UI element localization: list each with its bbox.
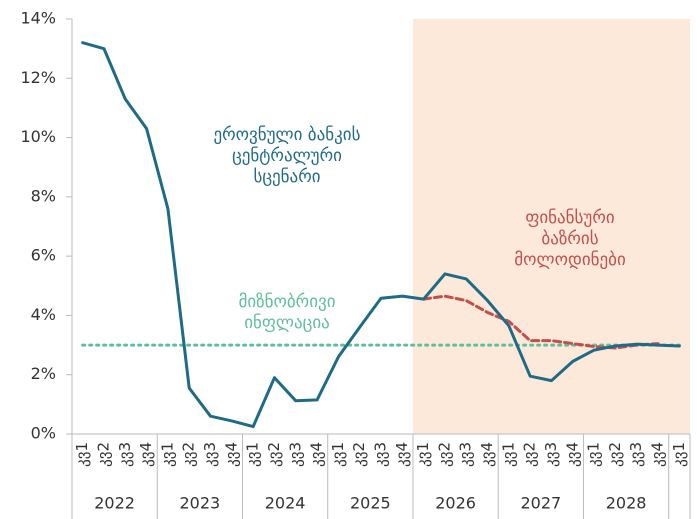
y-tick-label: 4% xyxy=(31,305,56,324)
y-tick-label: 2% xyxy=(31,364,56,383)
x-tick-label: კვ3 xyxy=(627,442,645,467)
annotation: ეროვნული ბანკის xyxy=(214,125,361,145)
x-tick-label: კვ4 xyxy=(563,442,581,467)
x-tick-label: კვ1 xyxy=(329,442,347,467)
x-tick-label: კვ3 xyxy=(372,442,390,467)
x-tick-label: კვ2 xyxy=(521,442,539,467)
annotation: ბაზრის xyxy=(541,229,598,249)
x-tick-label: კვ2 xyxy=(435,442,453,467)
series-line xyxy=(422,294,660,350)
annotation: ცენტრალური xyxy=(232,146,342,166)
y-tick-label: 14% xyxy=(20,9,56,28)
x-tick-label: კვ3 xyxy=(201,442,219,467)
x-tick-label: კვ2 xyxy=(94,442,112,467)
x-tick-label: კვ1 xyxy=(244,442,262,467)
y-tick-label: 8% xyxy=(31,186,56,205)
x-tick-label: კვ3 xyxy=(542,442,560,467)
x-tick-label: კვ2 xyxy=(350,442,368,467)
x-tick-label: კვ4 xyxy=(308,442,326,467)
forecast-area xyxy=(412,19,690,434)
x-tick-label: კვ3 xyxy=(116,442,134,467)
x-tick-label: კვ3 xyxy=(457,442,475,467)
annotation: ინფლაცია xyxy=(244,313,330,333)
year-label: 2025 xyxy=(350,494,391,513)
year-label: 2026 xyxy=(435,494,476,513)
x-tick-label: კვ2 xyxy=(606,442,624,467)
x-tick-label: კვ4 xyxy=(649,442,667,467)
year-label: 2023 xyxy=(180,494,221,513)
x-tick-label: კვ3 xyxy=(286,442,304,467)
annotation: ფინანსური xyxy=(525,208,614,228)
year-label: 2022 xyxy=(94,494,135,513)
x-tick-label: კვ1 xyxy=(499,442,517,467)
year-label: 2027 xyxy=(520,494,561,513)
y-tick-label: 12% xyxy=(20,68,56,87)
annotation: სცენარი xyxy=(253,167,320,187)
annotation: მიზნობრივი xyxy=(238,292,335,312)
x-tick-label: კვ1 xyxy=(670,442,688,467)
x-tick-label: კვ2 xyxy=(265,442,283,467)
x-tick-label: კვ1 xyxy=(73,442,91,467)
x-tick-label: კვ4 xyxy=(222,442,240,467)
x-tick-label: კვ1 xyxy=(585,442,603,467)
x-tick-label: კვ2 xyxy=(180,442,198,467)
series-line xyxy=(81,41,681,429)
y-tick-label: 6% xyxy=(31,246,56,265)
x-tick-label: კვ4 xyxy=(137,442,155,467)
x-tick-label: კვ1 xyxy=(158,442,176,467)
x-tick-label: კვ4 xyxy=(478,442,496,467)
y-tick-label: 10% xyxy=(20,127,56,146)
y-tick-label: 0% xyxy=(31,424,56,443)
x-tick-label: კვ1 xyxy=(414,442,432,467)
year-label: 2024 xyxy=(265,494,306,513)
x-tick-label: კვ4 xyxy=(393,442,411,467)
year-label: 2028 xyxy=(606,494,647,513)
annotation: მოლოდინები xyxy=(514,250,626,270)
